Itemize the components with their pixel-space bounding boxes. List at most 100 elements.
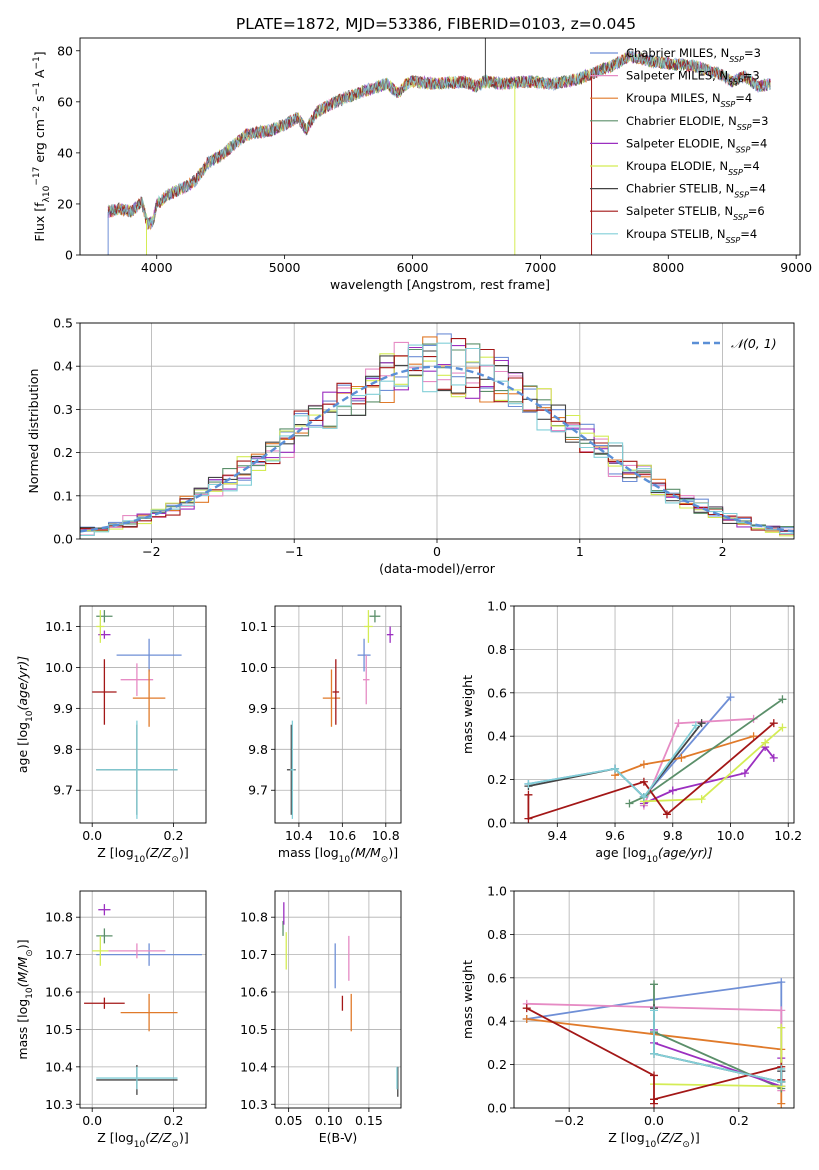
x-axis-label-part: (Z/Z — [656, 1130, 683, 1145]
series-line-krou_elodie — [643, 726, 784, 803]
legend-label-sub: SSP — [733, 213, 748, 222]
series-marker-salp_miles — [674, 719, 683, 728]
y-tick-label: 0.0 — [53, 532, 73, 547]
y-tick-label: 1.0 — [487, 884, 507, 899]
x-axis-label-part: (age/yr)] — [658, 845, 713, 860]
y-axis-label: mass weight — [460, 675, 475, 754]
series-marker-krou_stelib — [639, 792, 648, 801]
x-tick-label: 0.15 — [355, 1113, 383, 1128]
y-tick-label: 40 — [57, 145, 73, 160]
series-marker-salp_elodie — [668, 786, 677, 795]
x-axis-label-part: )] — [179, 1130, 189, 1145]
series-marker-krou_stelib — [777, 1077, 786, 1086]
x-tick-label: 8000 — [652, 260, 684, 275]
legend-label-suffix: =4 — [749, 182, 766, 196]
y-axis-label-part: 10 — [42, 185, 52, 197]
series-marker-chab_stelib — [697, 719, 706, 728]
axes-frame — [274, 605, 402, 824]
y-axis-label-part: Flux [f — [32, 202, 47, 242]
series-marker-salp_stelib — [769, 719, 778, 728]
legend-label-text: Kroupa ELODIE, N — [626, 159, 728, 173]
plot-area-massweight_vs_age — [524, 693, 787, 823]
series-marker-krou_elodie — [761, 738, 770, 747]
chart-massweight_vs_Z: −0.2 0.0 0.2 0.0 0.2 0.4 0.6 0.8 1.0 Z [log10(Z/Z… — [460, 884, 795, 1150]
y-tick-label: 0.8 — [487, 642, 507, 657]
legend-label-sub: SSP — [729, 55, 744, 64]
x-axis-label-part: )] — [388, 845, 398, 860]
y-tick-label: 10.3 — [240, 1097, 268, 1112]
legend-label-sub: SSP — [737, 122, 752, 131]
chart-massweight_vs_age: 9.4 9.6 9.8 10.0 10.2 0.0 0.2 0.4 0.6 0.8 1.0 age [… — [460, 599, 802, 866]
y-tick-label: 0.8 — [487, 927, 507, 942]
y-tick-label: 0.3 — [53, 402, 73, 417]
x-axis-label-part: 10 — [339, 855, 351, 865]
series-marker-salp_stelib — [522, 1004, 531, 1013]
legend-label: Kroupa ELODIE, NSSP=4 — [626, 159, 760, 177]
legend-label-sub: SSP — [728, 77, 743, 86]
y-axis-label-part: ⊙ — [25, 949, 35, 957]
legend-label-text: Chabrier ELODIE, N — [626, 114, 737, 128]
y-tick-label: 0.1 — [53, 488, 73, 503]
x-tick-label: 10.8 — [372, 828, 400, 843]
series-marker-salp_stelib — [662, 810, 671, 819]
legend-label-sub: SSP — [728, 168, 743, 177]
x-axis-label-part: Z [log — [97, 845, 133, 860]
x-tick-label: 10.4 — [285, 828, 313, 843]
x-axis-label-part: (Z/Z — [145, 845, 172, 860]
y-axis-label-part: −1 — [32, 82, 42, 95]
x-tick-label: 10.2 — [774, 828, 802, 843]
y-axis-label: Normed distribution — [26, 369, 41, 494]
y-tick-label: 10.7 — [240, 947, 268, 962]
legend-label-sub: SSP — [736, 145, 751, 154]
y-tick-label: 0.0 — [487, 1101, 507, 1116]
series-marker-krou_miles — [777, 1099, 786, 1108]
x-axis-label-part: Z [log — [97, 1130, 133, 1145]
y-axis-label-part: erg cm — [32, 119, 47, 167]
x-axis-label-part: (Z/Z — [145, 1130, 172, 1145]
legend-label: 𝒩(0, 1) — [731, 336, 777, 351]
y-tick-label: 0.5 — [53, 316, 73, 331]
y-tick-label: 10.5 — [45, 1022, 73, 1037]
figure-title: PLATE=1872, MJD=53386, FIBERID=0103, z=0… — [236, 15, 636, 33]
series-marker-chab_elodie — [650, 980, 658, 989]
x-tick-label: 6000 — [397, 260, 429, 275]
series-marker-krou_stelib — [777, 1064, 786, 1073]
x-axis-label: mass [log10(M/M⊙)] — [278, 845, 398, 865]
legend-label-text: Salpeter ELODIE, N — [626, 136, 736, 150]
x-axis-label: Z [log10(Z/Z⊙)] — [97, 1130, 188, 1150]
plot-area-mass_vs_ebv — [282, 902, 399, 1097]
plot-area-residual_hist — [79, 333, 795, 537]
x-axis-label: age [log10(age/yr)] — [595, 845, 712, 865]
x-tick-label: 0.05 — [275, 1113, 303, 1128]
plot-area-spectrum — [107, 38, 771, 255]
legend-label: Salpeter MILES, NSSP=3 — [626, 69, 760, 87]
x-tick-label: 0.0 — [644, 1113, 664, 1128]
series-marker-krou_elodie — [777, 1023, 786, 1032]
chart-age_vs_Z: 0.0 0.29.79.89.910.010.1Z [log10(Z/Z⊙)]ag… — [15, 605, 207, 865]
legend-label-text: Chabrier STELIB, N — [626, 182, 734, 196]
series-marker-salp_stelib — [650, 1071, 658, 1080]
x-axis-label-part: 10 — [645, 1140, 657, 1150]
y-axis-label-part: λ — [42, 196, 52, 202]
y-tick-label: 20 — [57, 196, 73, 211]
legend-label: Kroupa STELIB, NSSP=4 — [626, 227, 757, 245]
y-tick-label: 80 — [57, 43, 73, 58]
x-axis-label: (data-model)/error — [379, 561, 496, 576]
legend-label: Salpeter STELIB, NSSP=6 — [626, 204, 765, 222]
series-line-krou_miles — [614, 735, 754, 777]
y-tick-label: 0.2 — [487, 772, 507, 787]
y-tick-label: 9.7 — [248, 783, 268, 798]
legend-label-suffix: =6 — [748, 204, 765, 218]
plot-area-age_vs_Z — [92, 610, 182, 819]
y-tick-label: 10.0 — [45, 660, 73, 675]
series-marker-salp_stelib — [524, 790, 533, 799]
plot-area-mass_vs_Z — [84, 904, 202, 1095]
x-tick-label: 0.0 — [82, 1113, 102, 1128]
series-marker-salp_stelib — [650, 1095, 658, 1104]
x-axis-label-part: )] — [179, 845, 189, 860]
y-axis-label: mass [log10(M/M⊙)] — [15, 939, 35, 1059]
y-tick-label: 10.3 — [45, 1097, 73, 1112]
series-marker-chab_elodie — [778, 695, 787, 704]
